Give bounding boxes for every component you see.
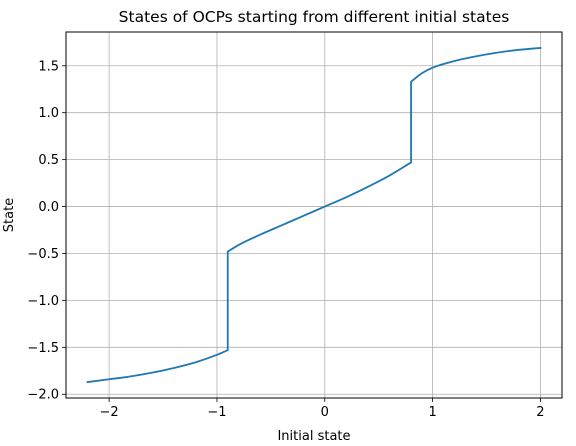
x-axis-label: Initial state: [277, 429, 350, 444]
y-tick-label: 0.5: [38, 153, 59, 168]
y-tick-label: 1.5: [38, 59, 59, 74]
series-layer: [86, 46, 542, 384]
x-tick-label: 1: [428, 405, 436, 420]
y-tick-label: −1.0: [27, 294, 59, 309]
x-axis-ticks: −2 −1 0 1 2: [100, 398, 545, 420]
y-tick-label: 0.0: [38, 200, 59, 215]
y-tick-label: −1.5: [27, 341, 59, 356]
x-tick-label: 2: [536, 405, 544, 420]
x-tick-label: −1: [207, 405, 226, 420]
y-tick-label: −2.0: [27, 388, 59, 403]
chart-title: States of OCPs starting from different i…: [119, 8, 510, 26]
series-line: [86, 46, 542, 384]
plot-frame: [65, 31, 563, 399]
y-axis-label: State: [2, 198, 17, 232]
grid: [66, 32, 562, 398]
y-tick-label: 1.0: [38, 106, 59, 121]
y-axis-ticks: −2.0 −1.5 −1.0 −0.5 0.0 0.5 1.0 1.5: [27, 59, 66, 403]
x-tick-label: 0: [321, 405, 329, 420]
x-tick-label: −2: [100, 405, 119, 420]
y-tick-label: −0.5: [27, 247, 59, 262]
